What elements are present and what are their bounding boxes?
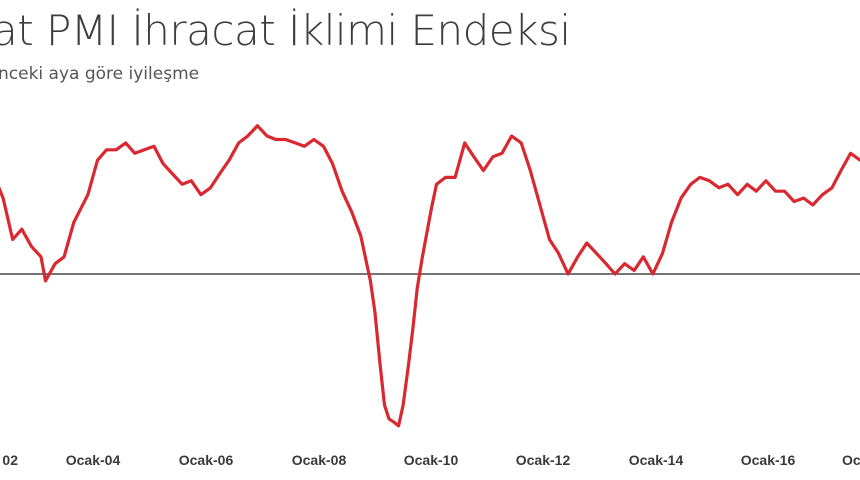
x-tick-label: Ocak-10 bbox=[404, 452, 459, 468]
x-tick-label: Ocak-12 bbox=[516, 452, 571, 468]
x-tick-label: Ocak-08 bbox=[292, 452, 347, 468]
x-axis-ticks: 02 Ocak-04 Ocak-06 Ocak-08 Ocak-10 Ocak-12 Oca… bbox=[2, 452, 860, 468]
chart-title: at PMI İhracat İklimi Endeksi bbox=[0, 6, 571, 55]
x-tick-label: Ocak-16 bbox=[741, 452, 796, 468]
x-tick-label: Ocak-14 bbox=[629, 452, 684, 468]
x-tick-label: Ocak-06 bbox=[179, 452, 234, 468]
series-line-0 bbox=[0, 124, 860, 428]
series-line-layer bbox=[0, 124, 860, 428]
x-tick-label: 02 bbox=[2, 452, 18, 468]
x-tick-label: Oc bbox=[842, 452, 860, 468]
x-tick-label: Ocak-04 bbox=[66, 452, 121, 468]
chart-subtitle: nceki aya göre iyileşme bbox=[0, 64, 200, 84]
